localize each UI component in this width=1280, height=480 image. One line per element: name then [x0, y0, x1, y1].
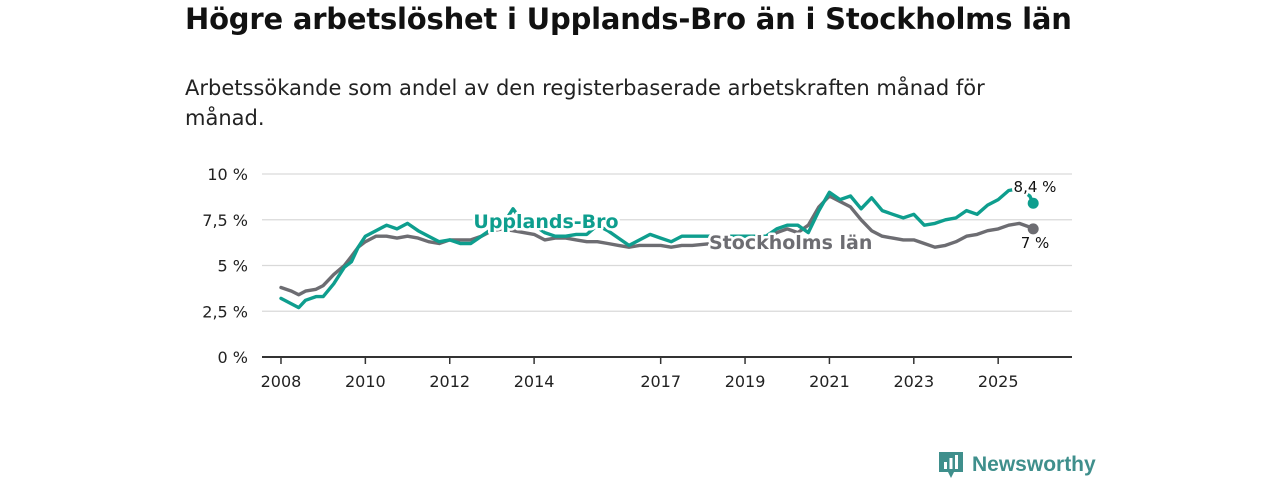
x-tick-label: 2017 — [640, 372, 681, 391]
x-tick-label: 2021 — [809, 372, 850, 391]
series-lines — [279, 186, 1039, 310]
x-tick-label: 2014 — [514, 372, 555, 391]
gridlines — [262, 173, 1072, 312]
y-tick-label: 7,5 % — [202, 211, 248, 230]
x-tick-label: 2023 — [893, 372, 934, 391]
x-tick-label: 2012 — [429, 372, 470, 391]
x-tick-label: 2025 — [978, 372, 1019, 391]
end-value-upplands-bro: 8,4 % — [1014, 178, 1057, 196]
x-axis-ticks: 2008 2010 2012 2014 2017 2019 2021 2023 2025 — [261, 357, 1019, 391]
newsworthy-brand: Newsworthy — [938, 450, 1096, 480]
y-axis-ticks: 0 % 2,5 % 5 % 7,5 % 10 % — [202, 165, 248, 367]
series-end-point — [1027, 197, 1039, 209]
x-tick-label: 2008 — [261, 372, 302, 391]
y-tick-label: 10 % — [207, 165, 248, 184]
series-end-point — [1027, 223, 1039, 235]
series-labels: Upplands-Bro Stockholms län 8,4 % 7 % — [471, 176, 1059, 257]
series-label-upplands-bro: Upplands-Bro — [473, 211, 618, 233]
end-value-stockholms-lan: 7 % — [1021, 234, 1050, 252]
chart-title: Högre arbetslöshet i Upplands-Bro än i S… — [185, 2, 1072, 36]
y-tick-label: 2,5 % — [202, 302, 248, 321]
series-label-stockholms-lan: Stockholms län — [709, 232, 872, 254]
newsworthy-logo-icon — [939, 452, 963, 478]
series-line-upplands-bro — [279, 186, 1035, 310]
series-line-stockholms-lan — [279, 194, 1035, 297]
brand-name: Newsworthy — [972, 453, 1096, 476]
y-tick-label: 0 % — [218, 348, 248, 367]
y-tick-label: 5 % — [218, 257, 248, 276]
x-tick-label: 2019 — [725, 372, 766, 391]
chart-subtitle: Arbetssökande som andel av den registerb… — [185, 76, 985, 130]
x-tick-label: 2010 — [345, 372, 386, 391]
